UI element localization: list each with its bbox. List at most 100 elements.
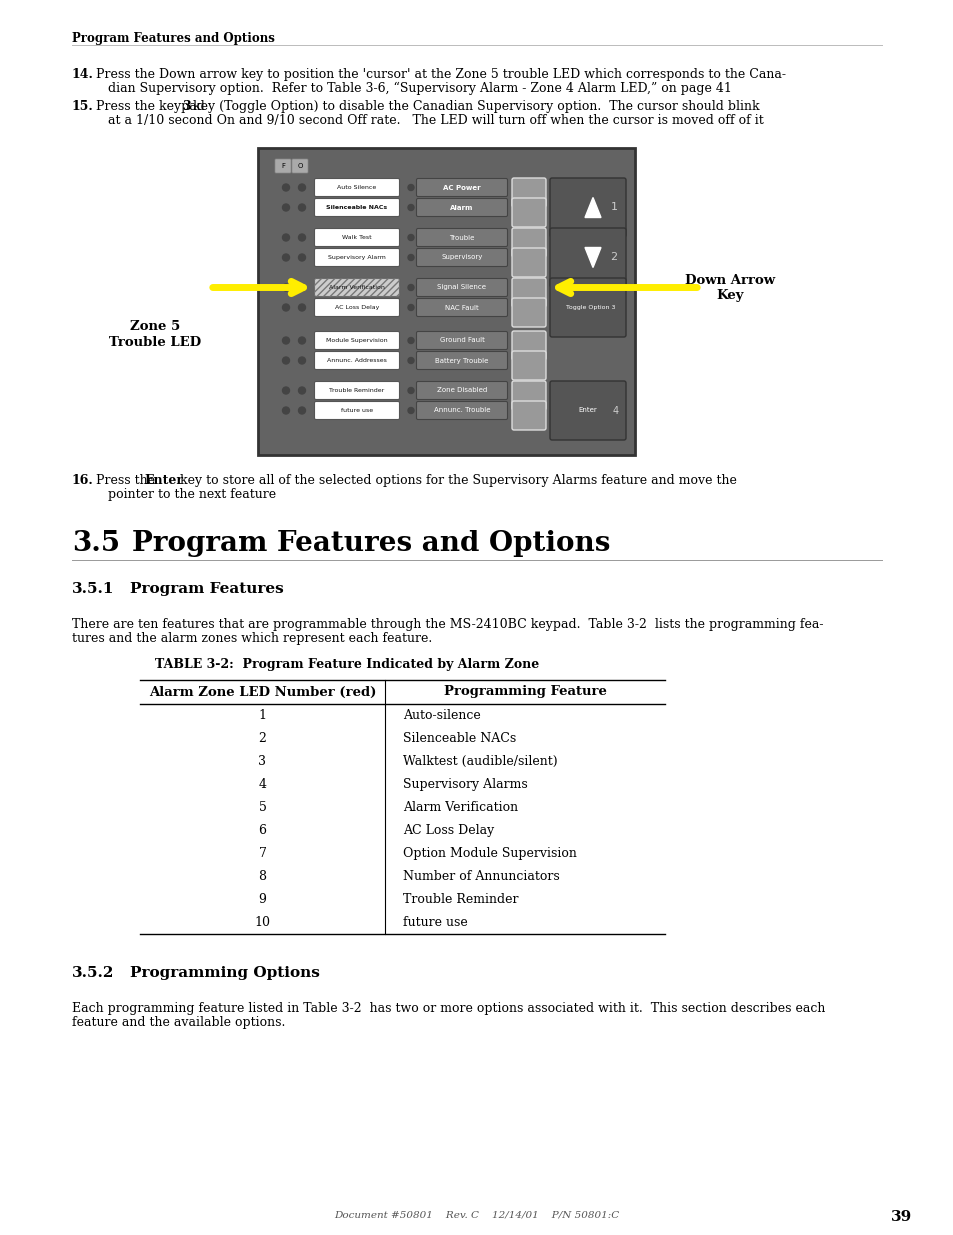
Text: Ground Fault: Ground Fault — [439, 337, 484, 343]
Circle shape — [282, 204, 289, 211]
Text: Zone 5: Zone 5 — [130, 320, 180, 333]
FancyBboxPatch shape — [314, 228, 399, 247]
Text: Programming Feature: Programming Feature — [443, 685, 606, 699]
Text: Trouble Reminder: Trouble Reminder — [329, 388, 384, 393]
Text: pointer to the next feature: pointer to the next feature — [108, 488, 275, 501]
Text: Trouble Reminder: Trouble Reminder — [402, 893, 518, 906]
FancyBboxPatch shape — [314, 179, 399, 196]
FancyBboxPatch shape — [512, 351, 545, 380]
Text: TABLE 3-2:  Program Feature Indicated by Alarm Zone: TABLE 3-2: Program Feature Indicated by … — [154, 658, 538, 671]
Circle shape — [298, 387, 305, 394]
FancyBboxPatch shape — [416, 382, 507, 399]
FancyArrow shape — [552, 204, 558, 211]
Text: NAC Fault: NAC Fault — [445, 305, 478, 310]
Text: 1: 1 — [610, 203, 617, 212]
Text: Walk Test: Walk Test — [342, 235, 372, 240]
FancyBboxPatch shape — [550, 228, 625, 287]
Text: 16.: 16. — [71, 474, 93, 487]
FancyBboxPatch shape — [314, 382, 399, 399]
Text: Walktest (audible/silent): Walktest (audible/silent) — [402, 755, 558, 768]
FancyBboxPatch shape — [512, 198, 545, 227]
Text: 3: 3 — [258, 755, 266, 768]
FancyBboxPatch shape — [512, 248, 545, 277]
FancyBboxPatch shape — [512, 401, 545, 430]
Text: 3: 3 — [182, 100, 191, 112]
Text: Supervisory Alarm: Supervisory Alarm — [328, 254, 386, 261]
FancyArrow shape — [552, 408, 558, 414]
Text: O: O — [297, 163, 302, 169]
Text: 5: 5 — [258, 802, 266, 814]
Text: Down Arrow: Down Arrow — [684, 273, 774, 287]
FancyBboxPatch shape — [416, 279, 507, 296]
Text: 15.: 15. — [71, 100, 93, 112]
Text: feature and the available options.: feature and the available options. — [71, 1016, 285, 1029]
Text: Alarm: Alarm — [450, 205, 474, 210]
Text: 4: 4 — [612, 405, 618, 415]
FancyArrow shape — [552, 304, 558, 311]
Circle shape — [408, 357, 414, 363]
FancyBboxPatch shape — [416, 299, 507, 316]
Circle shape — [298, 284, 305, 291]
Text: Module Supervision: Module Supervision — [326, 338, 388, 343]
Text: AC Loss Delay: AC Loss Delay — [335, 305, 378, 310]
Text: AC Loss Delay: AC Loss Delay — [402, 824, 494, 837]
Circle shape — [408, 254, 414, 261]
Circle shape — [282, 233, 289, 241]
Text: Document #50801    Rev. C    12/14/01    P/N 50801:C: Document #50801 Rev. C 12/14/01 P/N 5080… — [334, 1210, 619, 1219]
Text: Alarm Verification: Alarm Verification — [329, 285, 384, 290]
Text: 7: 7 — [258, 847, 266, 860]
Circle shape — [408, 388, 414, 394]
Text: at a 1/10 second On and 9/10 second Off rate.   The LED will turn off when the c: at a 1/10 second On and 9/10 second Off … — [108, 114, 763, 127]
Text: 3.5.2: 3.5.2 — [71, 966, 114, 981]
FancyBboxPatch shape — [512, 178, 545, 207]
Circle shape — [408, 284, 414, 290]
Text: Press the Down arrow key to position the 'cursor' at the Zone 5 trouble LED whic: Press the Down arrow key to position the… — [96, 68, 785, 82]
Circle shape — [408, 184, 414, 190]
Polygon shape — [584, 247, 600, 268]
Text: 4: 4 — [258, 778, 266, 790]
Text: 10: 10 — [254, 916, 271, 929]
Text: Battery Trouble: Battery Trouble — [435, 357, 488, 363]
Text: Program Features and Options: Program Features and Options — [132, 530, 610, 557]
FancyBboxPatch shape — [292, 159, 308, 173]
Circle shape — [282, 387, 289, 394]
Text: dian Supervisory option.  Refer to Table 3-6, “Supervisory Alarm - Zone 4 Alarm : dian Supervisory option. Refer to Table … — [108, 82, 731, 95]
FancyBboxPatch shape — [416, 248, 507, 267]
Text: Option Module Supervision: Option Module Supervision — [402, 847, 577, 860]
Circle shape — [282, 337, 289, 345]
Text: Supervisory Alarms: Supervisory Alarms — [402, 778, 527, 790]
FancyBboxPatch shape — [416, 179, 507, 196]
FancyBboxPatch shape — [416, 401, 507, 420]
Text: Trouble: Trouble — [449, 235, 475, 241]
Text: Alarm Zone LED Number (red): Alarm Zone LED Number (red) — [149, 685, 375, 699]
FancyBboxPatch shape — [512, 382, 545, 410]
FancyBboxPatch shape — [314, 248, 399, 267]
Text: Auto Silence: Auto Silence — [337, 185, 376, 190]
Text: key to store all of the selected options for the Supervisory Alarms feature and : key to store all of the selected options… — [175, 474, 736, 487]
FancyBboxPatch shape — [416, 199, 507, 216]
Text: Press the: Press the — [96, 474, 159, 487]
Text: There are ten features that are programmable through the MS-2410BC keypad.  Tabl: There are ten features that are programm… — [71, 618, 822, 631]
Circle shape — [298, 204, 305, 211]
Polygon shape — [584, 198, 600, 217]
Bar — [257, 148, 635, 454]
Text: 39: 39 — [890, 1210, 911, 1224]
FancyArrow shape — [552, 254, 558, 261]
Text: 2: 2 — [258, 732, 266, 745]
Circle shape — [408, 337, 414, 343]
Text: 1: 1 — [258, 709, 266, 722]
Circle shape — [298, 408, 305, 414]
Text: 3.5.1: 3.5.1 — [71, 582, 114, 597]
FancyBboxPatch shape — [314, 279, 399, 296]
FancyBboxPatch shape — [314, 331, 399, 350]
FancyBboxPatch shape — [314, 299, 399, 316]
Text: future use: future use — [340, 408, 373, 412]
Text: Zone Disabled: Zone Disabled — [436, 388, 487, 394]
Text: 8: 8 — [258, 869, 266, 883]
FancyBboxPatch shape — [512, 331, 545, 359]
FancyBboxPatch shape — [512, 298, 545, 327]
FancyBboxPatch shape — [416, 352, 507, 369]
Text: Auto-silence: Auto-silence — [402, 709, 480, 722]
FancyBboxPatch shape — [416, 331, 507, 350]
Text: Key: Key — [716, 289, 743, 303]
